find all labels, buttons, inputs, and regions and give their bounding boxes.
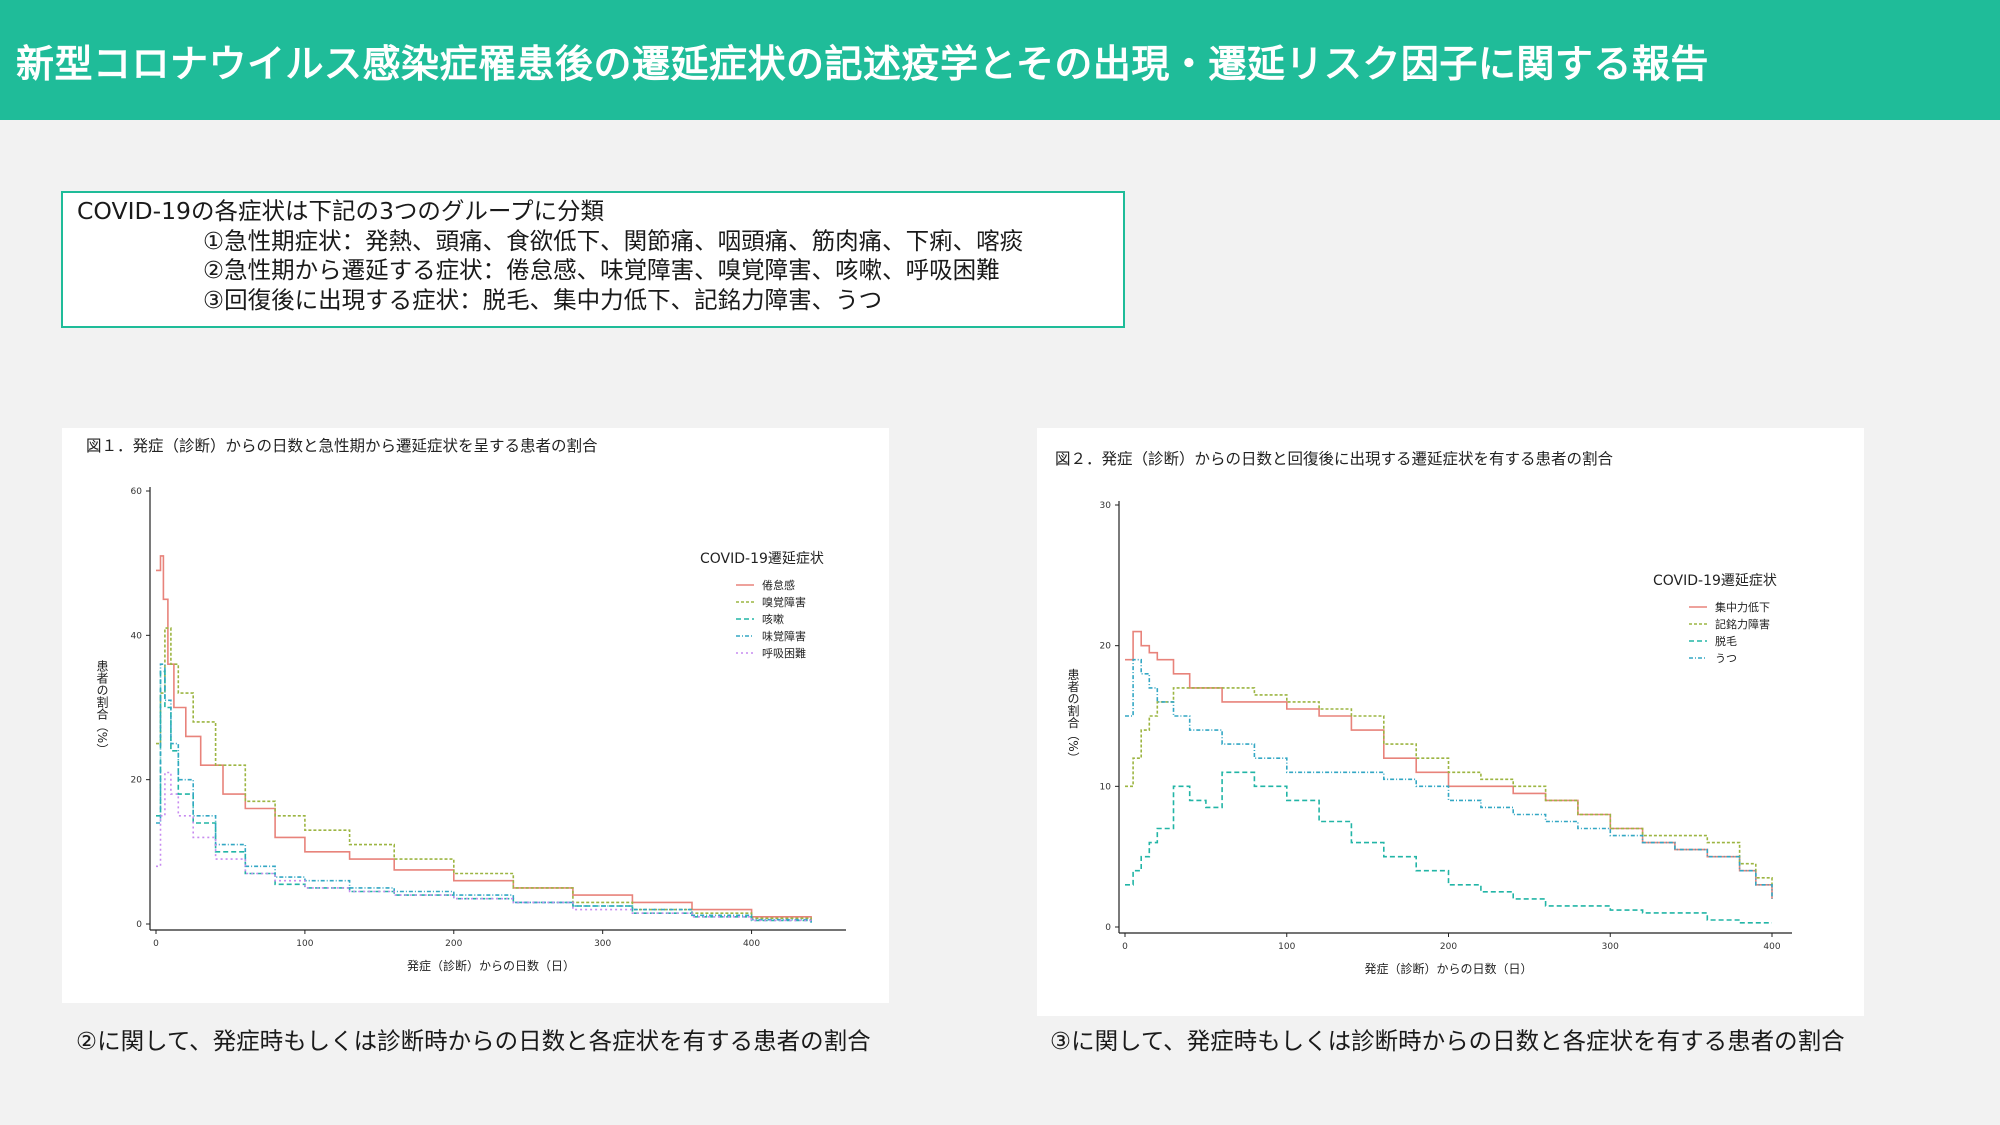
figure-2-caption: ③に関して、発症時もしくは診断時からの日数と各症状を有する患者の割合 xyxy=(1050,1027,1845,1055)
y-tick-label: 30 xyxy=(1100,501,1112,511)
series-line xyxy=(156,555,812,921)
y-tick-label: 40 xyxy=(131,631,143,641)
y-tick-label: 20 xyxy=(1100,642,1112,652)
x-tick-label: 400 xyxy=(1763,942,1780,952)
page-title: 新型コロナウイルス感染症罹患後の遷延症状の記述疫学とその出現・遷延リスク因子に関… xyxy=(16,41,1709,86)
series-line xyxy=(1125,687,1773,885)
series-line xyxy=(156,670,812,923)
x-axis-label: 発症（診断）からの日数（日） xyxy=(407,958,575,973)
legend-label: 記銘力障害 xyxy=(1715,617,1770,631)
y-axis-label: 患者の割合（%） xyxy=(95,659,109,755)
note-group-3: ③回復後に出現する症状：脱毛、集中力低下、記銘力障害、うつ xyxy=(203,285,883,314)
chart-title: 図２．発症（診断）からの日数と回復後に出現する遷延症状を有する患者の割合 xyxy=(1055,450,1614,468)
y-tick-label: 0 xyxy=(1105,923,1111,933)
legend-label: 集中力低下 xyxy=(1715,600,1770,614)
series-line xyxy=(156,771,812,923)
figure-1-card: 図１．発症（診断）からの日数と急性期から遷延症状を呈する患者の割合 0 100 200… xyxy=(62,428,889,1003)
x-tick-label: 0 xyxy=(1122,942,1128,952)
series-line xyxy=(1125,630,1773,899)
y-tick-label: 20 xyxy=(131,776,143,786)
series-line xyxy=(1125,771,1772,924)
x-tick-label: 300 xyxy=(1602,942,1619,952)
legend-label: うつ xyxy=(1715,652,1737,665)
series-line xyxy=(156,663,812,923)
legend-title: COVID-19遷延症状 xyxy=(1653,573,1777,589)
y-tick-label: 0 xyxy=(136,920,142,930)
x-tick-label: 200 xyxy=(445,939,462,949)
y-tick-label: 60 xyxy=(131,487,143,497)
y-axis-label: 患者の割合（%） xyxy=(1066,668,1080,764)
x-tick-label: 400 xyxy=(743,939,760,949)
title-bar: 新型コロナウイルス感染症罹患後の遷延症状の記述疫学とその出現・遷延リスク因子に関… xyxy=(0,0,2000,120)
figure-1-caption: ②に関して、発症時もしくは診断時からの日数と各症状を有する患者の割合 xyxy=(76,1027,871,1055)
legend-label: 倦怠感 xyxy=(762,578,795,592)
classification-note: COVID-19の各症状は下記の3つのグループに分類 ①急性期症状：発熱、頭痛、… xyxy=(61,191,1125,328)
x-tick-label: 300 xyxy=(594,939,611,949)
y-tick-label: 10 xyxy=(1100,782,1112,792)
legend-label: 味覚障害 xyxy=(762,629,806,643)
chart-title: 図１．発症（診断）からの日数と急性期から遷延症状を呈する患者の割合 xyxy=(86,437,598,455)
legend-label: 呼吸困難 xyxy=(762,647,806,660)
note-group-1: ①急性期症状：発熱、頭痛、食欲低下、関節痛、咽頭痛、筋肉痛、下痢、喀痰 xyxy=(203,226,1024,255)
legend-title: COVID-19遷延症状 xyxy=(700,551,824,567)
legend-label: 嗅覚障害 xyxy=(762,595,806,609)
x-tick-label: 200 xyxy=(1440,942,1457,952)
note-heading: COVID-19の各症状は下記の3つのグループに分類 xyxy=(77,197,605,225)
x-axis-label: 発症（診断）からの日数（日） xyxy=(1364,961,1532,976)
series-line xyxy=(156,627,812,922)
legend-label: 咳嗽 xyxy=(762,612,784,626)
x-tick-label: 0 xyxy=(153,939,159,949)
x-tick-label: 100 xyxy=(1278,942,1295,952)
x-tick-label: 100 xyxy=(296,939,313,949)
note-group-2: ②急性期から遷延する症状：倦怠感、味覚障害、嗅覚障害、咳嗽、呼吸困難 xyxy=(203,256,1000,284)
legend-label: 脱毛 xyxy=(1715,634,1737,648)
figure-2-card: 図２．発症（診断）からの日数と回復後に出現する遷延症状を有する患者の割合 0 100… xyxy=(1037,428,1864,1016)
series-line xyxy=(1125,658,1773,899)
